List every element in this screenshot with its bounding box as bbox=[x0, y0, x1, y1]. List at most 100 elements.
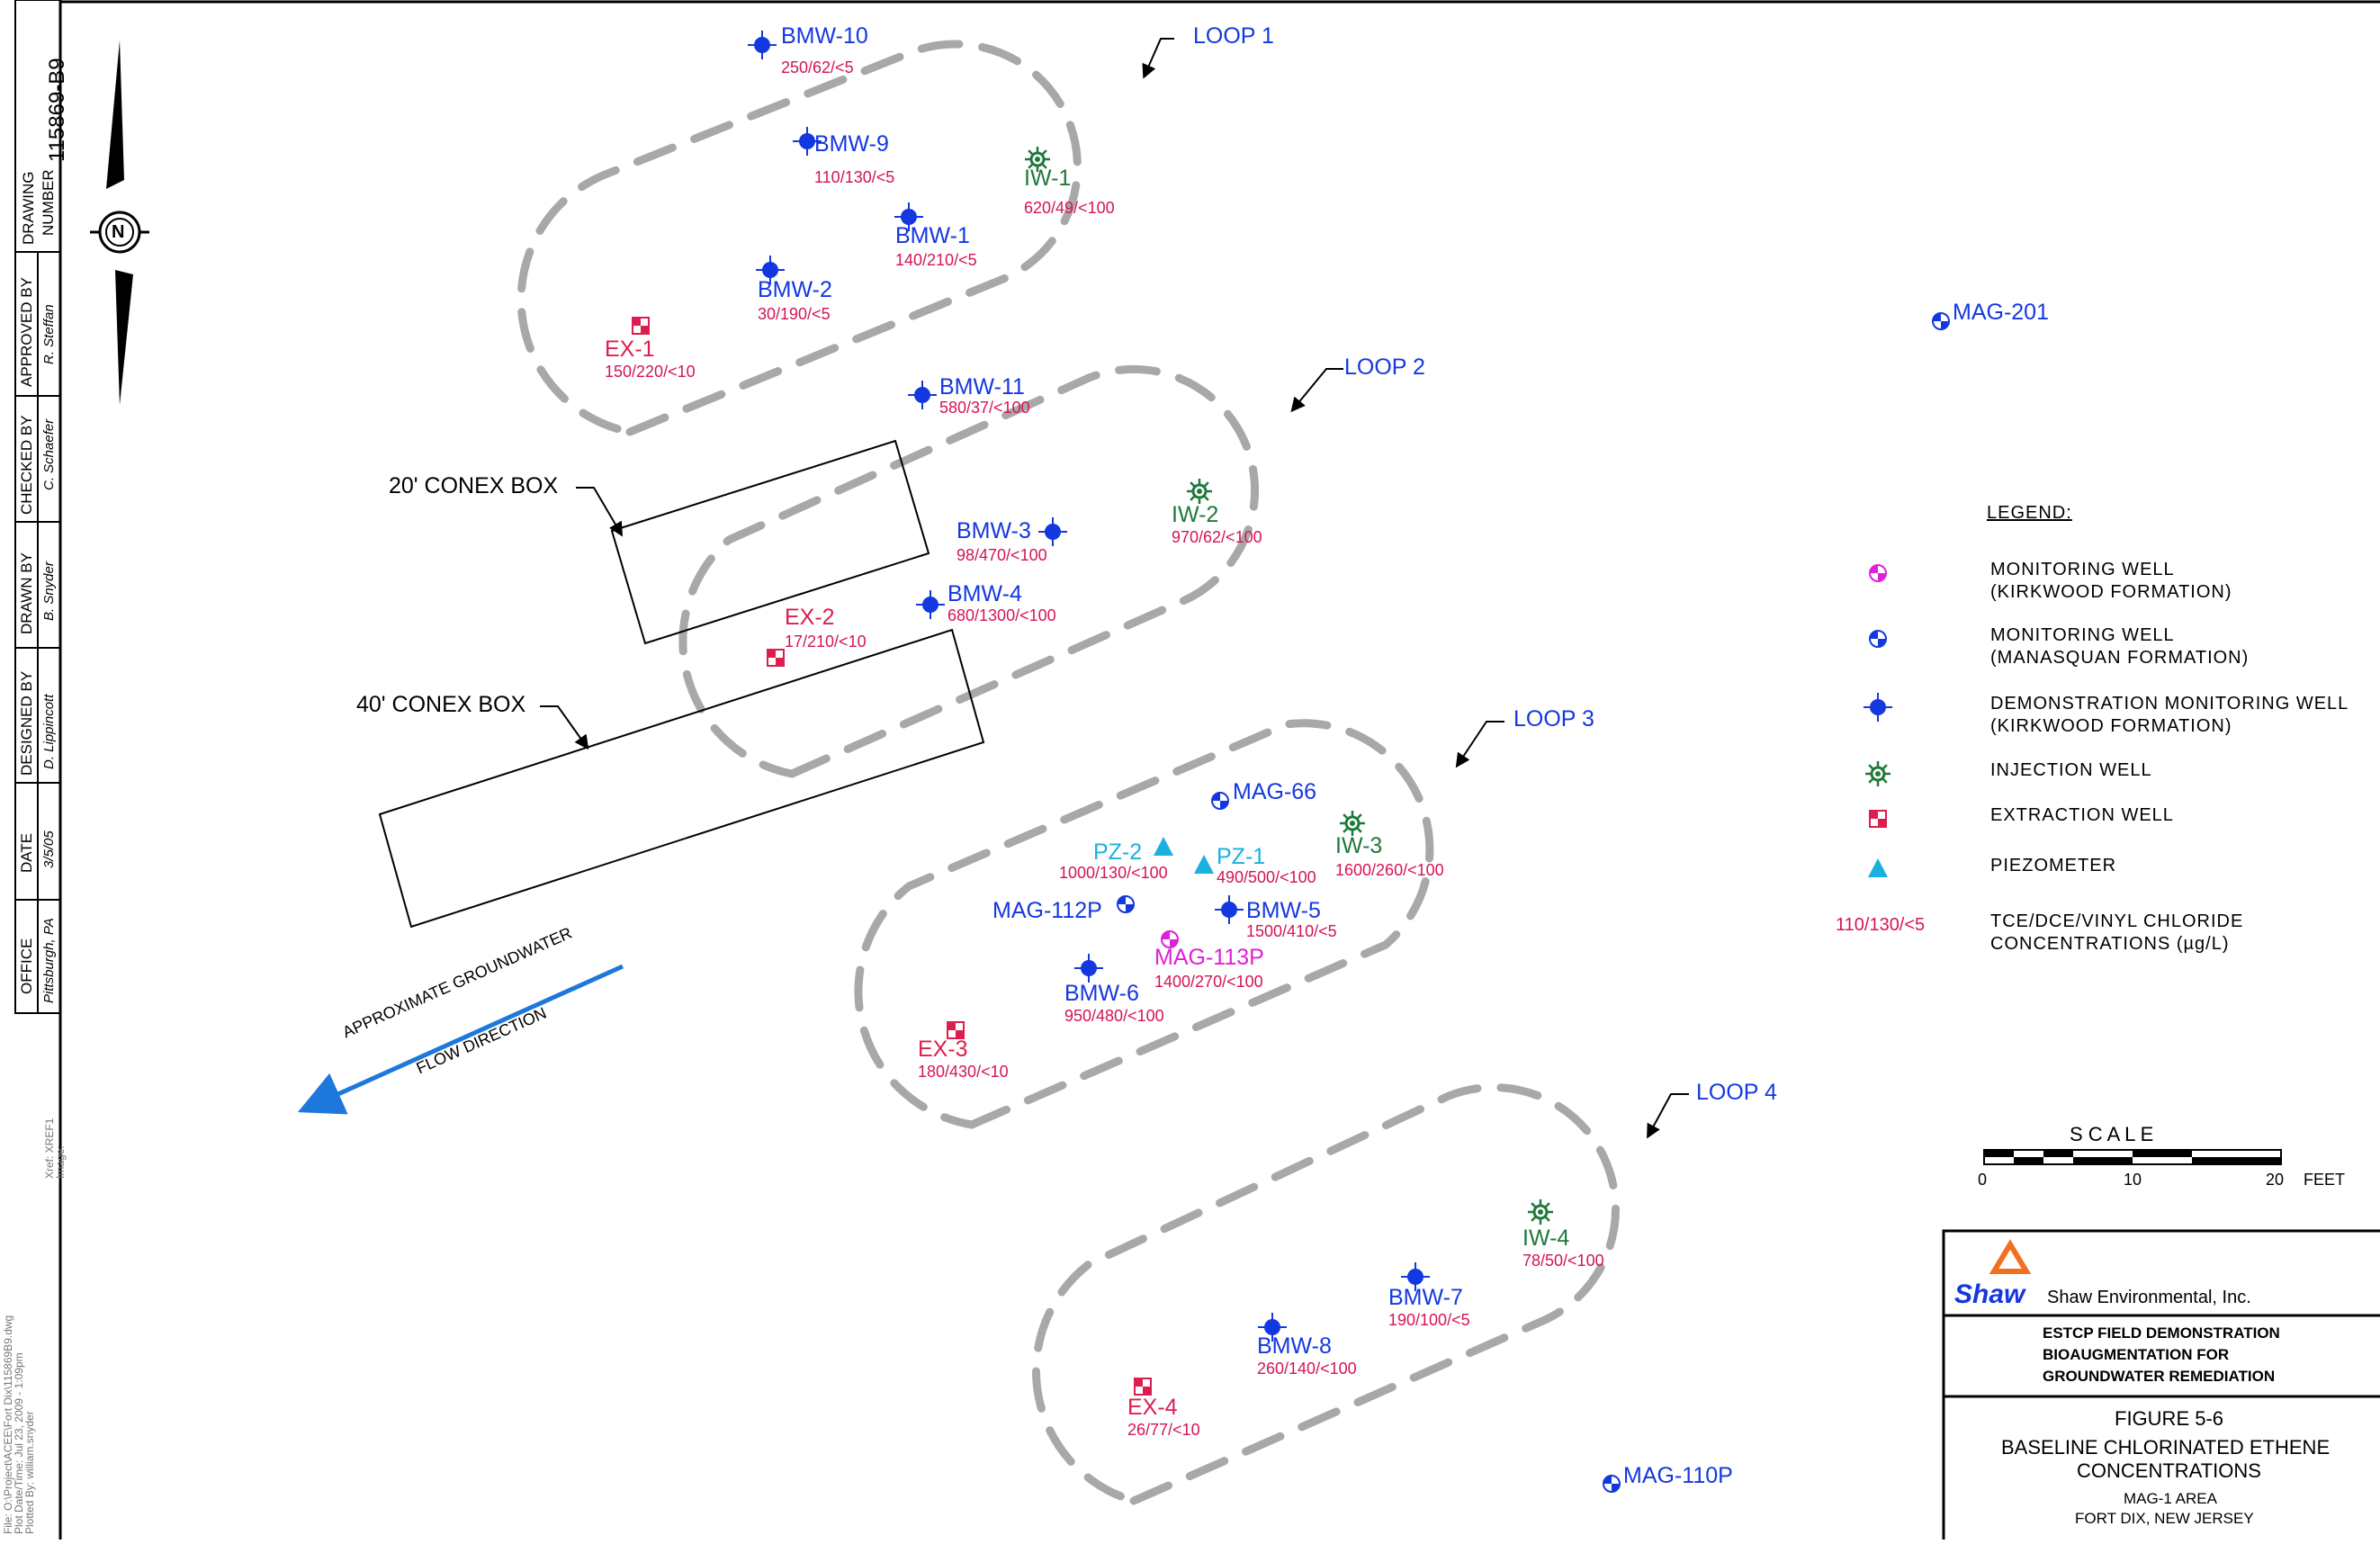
well-conc-bmw-6: 950/480/<100 bbox=[1064, 1007, 1164, 1025]
checked-by-value: C. Schaefer bbox=[41, 418, 57, 490]
date-label: DATE bbox=[18, 832, 35, 873]
legend-item-label-4: INJECTION WELL bbox=[1990, 760, 2152, 780]
loop-label-3: LOOP 3 bbox=[1513, 706, 1594, 732]
legend-item-label-2: MONITORING WELL bbox=[1990, 625, 2175, 645]
conex-box-40ft bbox=[378, 628, 985, 929]
shaw-logo-icon bbox=[1989, 1239, 2032, 1274]
well-label-bmw-9: BMW-9 bbox=[814, 131, 889, 157]
well-label-bmw-2: BMW-2 bbox=[758, 277, 832, 302]
well-label-iw-1: IW-1 bbox=[1024, 166, 1072, 191]
plotted-by: Plotted By: william.snyder bbox=[23, 1411, 36, 1534]
well-label-ex-2: EX-2 bbox=[785, 605, 835, 630]
well-conc-ex-3: 180/430/<10 bbox=[918, 1063, 1009, 1081]
well-label-bmw-6: BMW-6 bbox=[1064, 981, 1139, 1006]
well-conc-iw-1: 620/49/<100 bbox=[1024, 199, 1115, 217]
conex-20-label: 20' CONEX BOX bbox=[389, 473, 559, 498]
legend-symbol-piezometer bbox=[1868, 858, 1888, 877]
legend-item-label-6: PIEZOMETER bbox=[1990, 856, 2117, 875]
well-bmw-7 bbox=[1401, 1262, 1430, 1291]
well-mag-66 bbox=[1211, 792, 1229, 810]
well-iw-4 bbox=[1528, 1199, 1553, 1225]
legend-symbol-demo bbox=[1864, 693, 1892, 722]
well-bmw-5 bbox=[1215, 895, 1244, 924]
legend-item-sublabel-7: CONCENTRATIONS (µg/L) bbox=[1990, 934, 2230, 954]
well-label-bmw-7: BMW-7 bbox=[1388, 1285, 1463, 1310]
loop-label-1: LOOP 1 bbox=[1193, 23, 1274, 49]
well-label-bmw-4: BMW-4 bbox=[948, 581, 1022, 606]
designed-by-label: DESIGNED BY bbox=[18, 670, 35, 776]
well-conc-bmw-2: 30/190/<5 bbox=[758, 305, 831, 323]
legend-symbol-injection bbox=[1865, 761, 1891, 786]
well-label-iw-2: IW-2 bbox=[1172, 502, 1219, 527]
well-ex-3 bbox=[947, 1021, 965, 1039]
well-mag-113p bbox=[1161, 930, 1179, 948]
well-label-mag-110p: MAG-110P bbox=[1623, 1463, 1733, 1488]
legend-symbol-manasquan bbox=[1869, 630, 1887, 648]
well-bmw-1 bbox=[894, 202, 923, 231]
well-label-ex-1: EX-1 bbox=[605, 337, 655, 362]
legend-item-label-7: TCE/DCE/VINYL CHLORIDE bbox=[1990, 911, 2244, 931]
legend-item-sublabel-2: (MANASQUAN FORMATION) bbox=[1990, 648, 2250, 668]
loop-1-outline bbox=[516, 40, 1082, 436]
well-label-iw-4: IW-4 bbox=[1522, 1225, 1570, 1251]
loop-3-outline bbox=[854, 719, 1434, 1129]
well-label-bmw-3: BMW-3 bbox=[956, 518, 1031, 543]
loop-label-2: LOOP 2 bbox=[1344, 355, 1425, 380]
well-conc-bmw-5: 1500/410/<5 bbox=[1246, 922, 1337, 940]
figure-number: FIGURE 5-6 bbox=[2115, 1407, 2224, 1430]
location-2: FORT DIX, NEW JERSEY bbox=[2075, 1510, 2254, 1527]
legend-conc-sample: 110/130/<5 bbox=[1836, 915, 1926, 935]
well-label-mag-113p: MAG-113P bbox=[1154, 945, 1264, 970]
well-conc-bmw-10: 250/62/<5 bbox=[781, 58, 854, 76]
well-pz-2 bbox=[1154, 837, 1173, 856]
loop-2-outline bbox=[678, 364, 1260, 778]
well-pz-1 bbox=[1194, 855, 1214, 874]
well-mag-112p bbox=[1117, 895, 1135, 913]
well-bmw-9 bbox=[793, 127, 822, 156]
well-bmw-6 bbox=[1074, 954, 1103, 983]
well-conc-ex-1: 150/220/<10 bbox=[605, 363, 696, 381]
well-label-ex-4: EX-4 bbox=[1127, 1395, 1178, 1420]
north-label: N bbox=[112, 222, 125, 242]
well-label-mag-201: MAG-201 bbox=[1953, 300, 2049, 325]
designed-by-value: D. Lippincott bbox=[41, 694, 57, 769]
well-conc-pz-1: 490/500/<100 bbox=[1217, 868, 1316, 886]
project-title-3: GROUNDWATER REMEDIATION bbox=[2043, 1368, 2276, 1385]
well-conc-bmw-3: 98/470/<100 bbox=[956, 546, 1047, 564]
well-label-pz-1: PZ-1 bbox=[1217, 844, 1266, 869]
well-conc-ex-2: 17/210/<10 bbox=[785, 633, 867, 651]
well-bmw-8 bbox=[1258, 1313, 1287, 1342]
scale-tick-20: 20 bbox=[2266, 1171, 2285, 1189]
well-conc-iw-2: 970/62/<100 bbox=[1172, 528, 1262, 546]
well-label-bmw-8: BMW-8 bbox=[1257, 1333, 1332, 1359]
north-arrow bbox=[90, 40, 149, 405]
loop-label-4: LOOP 4 bbox=[1696, 1080, 1777, 1105]
project-title-1: ESTCP FIELD DEMONSTRATION bbox=[2043, 1324, 2280, 1342]
legend-symbol-extraction bbox=[1869, 810, 1887, 828]
well-conc-bmw-4: 680/1300/<100 bbox=[948, 606, 1056, 624]
well-bmw-10 bbox=[748, 31, 777, 59]
well-conc-bmw-7: 190/100/<5 bbox=[1388, 1311, 1470, 1329]
legend-item-sublabel-3: (KIRKWOOD FORMATION) bbox=[1990, 716, 2232, 736]
well-label-bmw-5: BMW-5 bbox=[1246, 898, 1321, 923]
well-iw-1 bbox=[1025, 147, 1050, 172]
well-iw-3 bbox=[1340, 811, 1365, 836]
groundwater-flow-arrow bbox=[297, 964, 624, 1115]
well-bmw-3 bbox=[1038, 517, 1067, 546]
drawn-by-value: B. Snyder bbox=[41, 561, 57, 621]
well-conc-bmw-9: 110/130/<5 bbox=[814, 168, 895, 186]
shaw-logo-text: Shaw bbox=[1954, 1279, 2025, 1309]
legend-item-label-1: MONITORING WELL bbox=[1990, 560, 2175, 579]
well-label-bmw-11: BMW-11 bbox=[939, 374, 1025, 399]
legend-item-label-3: DEMONSTRATION MONITORING WELL bbox=[1990, 694, 2349, 714]
approved-by-value: R. Steffan bbox=[41, 304, 57, 364]
scale-title: S C A L E bbox=[2070, 1123, 2154, 1145]
well-mag-110p bbox=[1603, 1475, 1621, 1493]
date-value: 3/5/05 bbox=[41, 830, 57, 868]
legend-item-sublabel-1: (KIRKWOOD FORMATION) bbox=[1990, 582, 2232, 602]
company-title-box bbox=[1942, 1229, 2380, 1544]
scale-bar bbox=[1983, 1149, 2282, 1165]
scale-tick-10: 10 bbox=[2124, 1171, 2142, 1189]
well-ex-2 bbox=[767, 649, 785, 667]
